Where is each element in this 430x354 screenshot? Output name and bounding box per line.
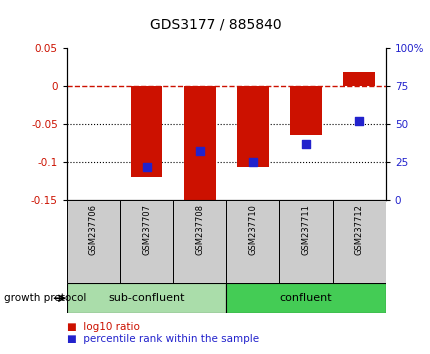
Bar <box>279 200 332 283</box>
Point <box>196 148 203 154</box>
Bar <box>130 86 162 177</box>
Point <box>249 159 256 165</box>
Point <box>302 141 309 147</box>
Point <box>143 164 150 169</box>
Bar <box>237 86 268 167</box>
Bar <box>226 200 279 283</box>
Text: confluent: confluent <box>279 293 332 303</box>
Bar <box>67 283 226 313</box>
Text: GSM237711: GSM237711 <box>301 204 310 255</box>
Text: ■  log10 ratio: ■ log10 ratio <box>67 322 139 332</box>
Bar <box>332 200 385 283</box>
Text: GSM237706: GSM237706 <box>89 204 98 255</box>
Text: GSM237712: GSM237712 <box>354 204 363 255</box>
Bar <box>67 200 120 283</box>
Bar <box>173 200 226 283</box>
Text: GDS3177 / 885840: GDS3177 / 885840 <box>149 18 281 32</box>
Text: growth protocol: growth protocol <box>4 293 86 303</box>
Bar <box>342 72 374 86</box>
Bar <box>226 283 385 313</box>
Text: GSM237710: GSM237710 <box>248 204 257 255</box>
Text: GSM237708: GSM237708 <box>195 204 204 255</box>
Text: ■  percentile rank within the sample: ■ percentile rank within the sample <box>67 334 258 344</box>
Text: GSM237707: GSM237707 <box>142 204 150 255</box>
Point <box>355 118 362 124</box>
Bar <box>289 86 321 135</box>
Bar <box>183 86 215 204</box>
Text: sub-confluent: sub-confluent <box>108 293 184 303</box>
Bar <box>120 200 173 283</box>
